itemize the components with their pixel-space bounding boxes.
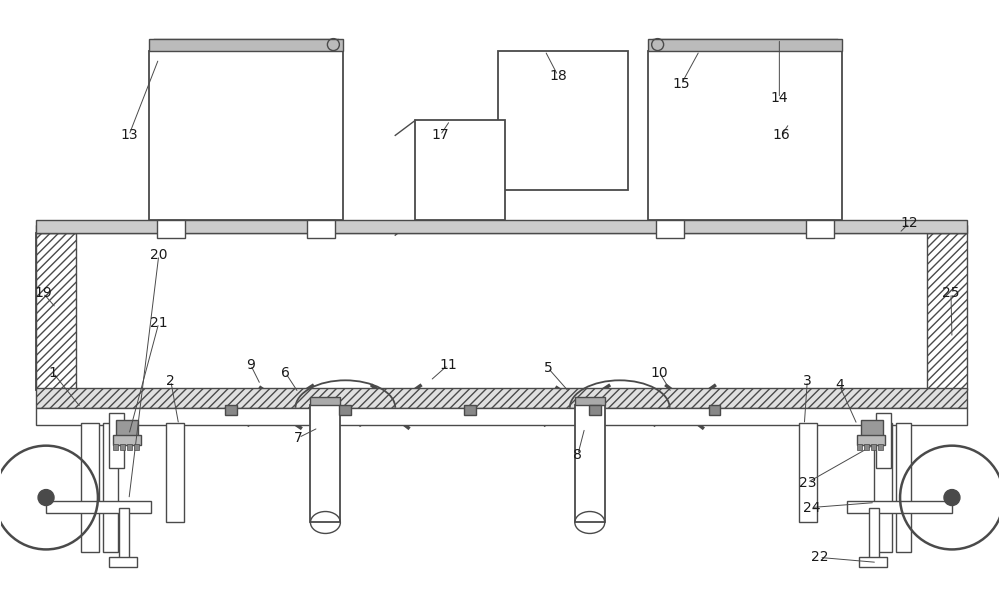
Bar: [113, 444, 118, 450]
Text: 11: 11: [439, 358, 457, 372]
Text: 23: 23: [799, 476, 816, 490]
Bar: [113, 435, 141, 444]
Text: 6: 6: [281, 366, 290, 380]
Text: 3: 3: [803, 374, 812, 388]
Bar: [869, 508, 879, 563]
Text: 20: 20: [150, 248, 168, 262]
Text: 13: 13: [120, 128, 138, 142]
Bar: [307, 220, 335, 238]
Bar: [861, 420, 883, 438]
Text: 8: 8: [573, 447, 582, 462]
Bar: [157, 220, 185, 238]
Text: 24: 24: [803, 500, 820, 514]
Bar: [874, 423, 892, 552]
Bar: [498, 51, 628, 191]
Bar: [46, 500, 151, 513]
Bar: [857, 444, 862, 450]
Text: 9: 9: [246, 358, 255, 372]
Text: 7: 7: [294, 431, 303, 444]
Text: 4: 4: [835, 378, 844, 392]
Bar: [36, 233, 76, 390]
Bar: [857, 435, 885, 444]
Text: 2: 2: [166, 374, 175, 388]
Bar: [575, 397, 605, 405]
Text: 18: 18: [549, 69, 567, 83]
Text: 1: 1: [49, 366, 57, 380]
Bar: [589, 405, 601, 415]
Bar: [120, 444, 125, 450]
Text: 14: 14: [771, 92, 788, 106]
Bar: [103, 423, 118, 552]
Text: 22: 22: [811, 551, 828, 564]
Bar: [109, 412, 124, 467]
Circle shape: [38, 490, 54, 505]
Bar: [896, 423, 911, 552]
Bar: [859, 557, 887, 567]
Bar: [310, 397, 340, 405]
Bar: [575, 405, 605, 522]
Bar: [648, 39, 842, 51]
Bar: [225, 405, 237, 415]
Bar: [656, 220, 684, 238]
Bar: [648, 51, 842, 220]
Text: 21: 21: [150, 316, 168, 330]
Text: 12: 12: [900, 216, 918, 230]
Circle shape: [944, 490, 960, 505]
Text: 25: 25: [942, 286, 960, 300]
Bar: [310, 405, 340, 522]
Bar: [864, 444, 869, 450]
Bar: [799, 423, 817, 522]
Bar: [36, 220, 967, 233]
Text: 19: 19: [34, 286, 52, 300]
Bar: [127, 444, 132, 450]
Bar: [166, 423, 184, 522]
Text: 17: 17: [431, 128, 449, 142]
Bar: [36, 408, 967, 425]
Bar: [464, 405, 476, 415]
Bar: [36, 225, 967, 233]
Text: 10: 10: [651, 366, 668, 380]
Bar: [36, 233, 967, 390]
Text: 16: 16: [772, 128, 790, 142]
Bar: [415, 121, 505, 220]
Bar: [709, 405, 720, 415]
Bar: [339, 405, 351, 415]
Bar: [81, 423, 99, 552]
Bar: [116, 420, 138, 438]
Text: 15: 15: [673, 77, 690, 90]
Bar: [149, 39, 343, 51]
Bar: [149, 51, 343, 220]
Bar: [871, 444, 876, 450]
Text: 5: 5: [544, 361, 552, 375]
Bar: [878, 444, 883, 450]
Bar: [109, 557, 137, 567]
Bar: [119, 508, 129, 563]
Bar: [806, 220, 834, 238]
Bar: [927, 233, 967, 390]
Bar: [847, 500, 952, 513]
Bar: [36, 388, 967, 408]
Bar: [876, 412, 891, 467]
Bar: [134, 444, 139, 450]
